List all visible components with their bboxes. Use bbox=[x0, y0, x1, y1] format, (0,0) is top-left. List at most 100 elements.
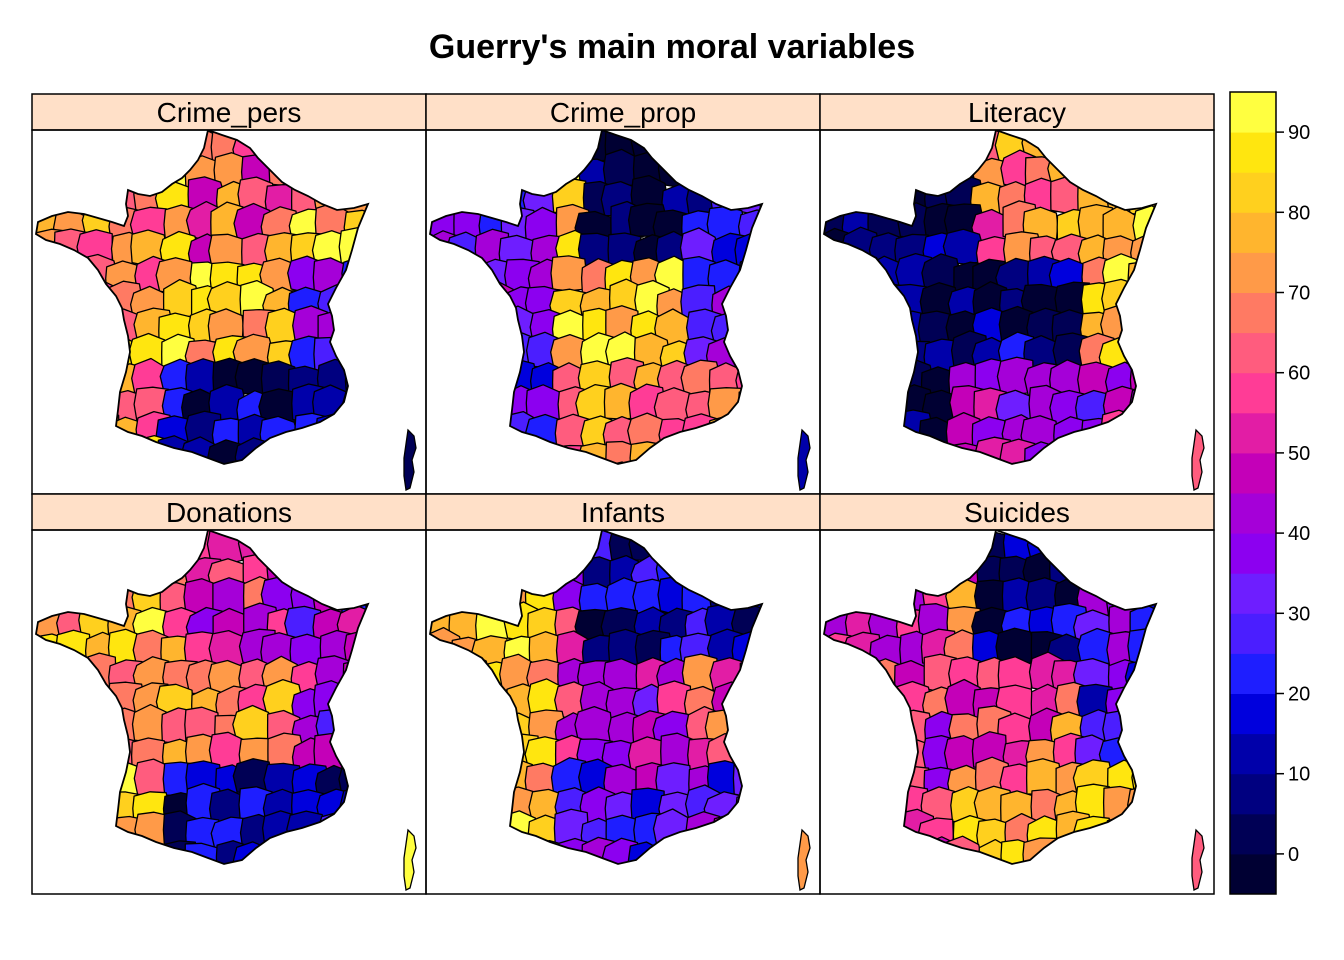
department bbox=[899, 130, 936, 167]
department bbox=[344, 863, 368, 864]
department bbox=[58, 413, 97, 450]
department bbox=[1052, 433, 1089, 464]
color-key-bin bbox=[1230, 412, 1276, 454]
department bbox=[739, 837, 762, 864]
panel-infants: Infants bbox=[425, 493, 821, 902]
corsica bbox=[1191, 829, 1205, 891]
department bbox=[734, 284, 762, 321]
department bbox=[824, 357, 857, 399]
department bbox=[452, 283, 488, 324]
department bbox=[430, 413, 461, 451]
department bbox=[344, 360, 368, 400]
department bbox=[736, 150, 762, 189]
department bbox=[654, 444, 692, 464]
department bbox=[81, 411, 120, 451]
department bbox=[1155, 279, 1156, 319]
department bbox=[366, 437, 368, 464]
department bbox=[897, 154, 934, 193]
department bbox=[370, 789, 406, 824]
department bbox=[430, 155, 461, 193]
department bbox=[735, 417, 762, 455]
department bbox=[81, 441, 118, 464]
department bbox=[430, 391, 464, 428]
color-key-tick-label: 40 bbox=[1288, 523, 1310, 545]
department bbox=[839, 281, 879, 316]
department bbox=[449, 785, 489, 820]
department bbox=[841, 530, 882, 564]
department bbox=[364, 360, 368, 396]
department bbox=[577, 863, 617, 864]
department bbox=[447, 334, 487, 371]
department bbox=[1133, 837, 1156, 864]
department bbox=[79, 712, 119, 748]
department bbox=[28, 866, 64, 901]
panel-strip bbox=[31, 93, 427, 131]
department bbox=[525, 130, 562, 165]
department bbox=[449, 257, 490, 296]
department bbox=[764, 307, 799, 344]
color-key-bin bbox=[1230, 332, 1276, 374]
department bbox=[106, 130, 142, 169]
department bbox=[430, 841, 463, 864]
department-mosaic bbox=[430, 130, 799, 464]
department bbox=[36, 811, 65, 853]
department bbox=[447, 387, 486, 427]
panel-strip bbox=[819, 493, 1215, 531]
department bbox=[821, 865, 856, 904]
department bbox=[448, 309, 482, 346]
department bbox=[450, 130, 489, 164]
department bbox=[824, 758, 855, 797]
department bbox=[1157, 364, 1190, 400]
department bbox=[130, 552, 169, 590]
department bbox=[36, 836, 69, 864]
color-key-bin bbox=[1230, 813, 1276, 855]
department bbox=[1129, 130, 1156, 168]
department bbox=[762, 867, 797, 902]
department bbox=[312, 552, 352, 589]
department bbox=[472, 838, 512, 864]
department bbox=[344, 814, 368, 854]
department bbox=[234, 869, 272, 906]
department bbox=[109, 550, 150, 590]
department bbox=[336, 131, 368, 168]
department bbox=[36, 259, 69, 298]
department bbox=[897, 843, 935, 864]
department bbox=[80, 732, 121, 770]
department bbox=[1152, 657, 1156, 696]
department bbox=[430, 356, 459, 396]
department bbox=[628, 530, 666, 562]
department bbox=[760, 790, 762, 828]
department bbox=[824, 814, 855, 851]
department bbox=[706, 130, 743, 163]
department bbox=[1047, 530, 1087, 564]
department bbox=[824, 837, 853, 864]
department bbox=[474, 577, 515, 617]
department bbox=[365, 608, 368, 646]
department bbox=[837, 766, 878, 801]
department bbox=[264, 442, 303, 464]
department bbox=[552, 868, 589, 902]
department bbox=[367, 231, 368, 269]
department bbox=[260, 835, 295, 864]
department bbox=[869, 530, 906, 563]
department bbox=[136, 532, 175, 569]
department bbox=[871, 764, 906, 801]
department bbox=[824, 712, 852, 748]
department bbox=[870, 578, 906, 616]
color-key-bin bbox=[1230, 493, 1276, 534]
department bbox=[366, 631, 368, 668]
color-key-bin bbox=[1230, 853, 1276, 895]
department bbox=[1159, 181, 1192, 217]
department bbox=[365, 309, 368, 349]
department bbox=[497, 436, 534, 464]
department bbox=[761, 603, 762, 641]
department bbox=[131, 839, 170, 864]
department bbox=[841, 788, 879, 826]
department bbox=[107, 530, 147, 565]
department bbox=[451, 532, 491, 568]
department bbox=[655, 836, 692, 864]
department bbox=[477, 280, 515, 319]
department bbox=[871, 155, 910, 193]
department bbox=[866, 815, 907, 853]
department bbox=[1160, 864, 1196, 898]
